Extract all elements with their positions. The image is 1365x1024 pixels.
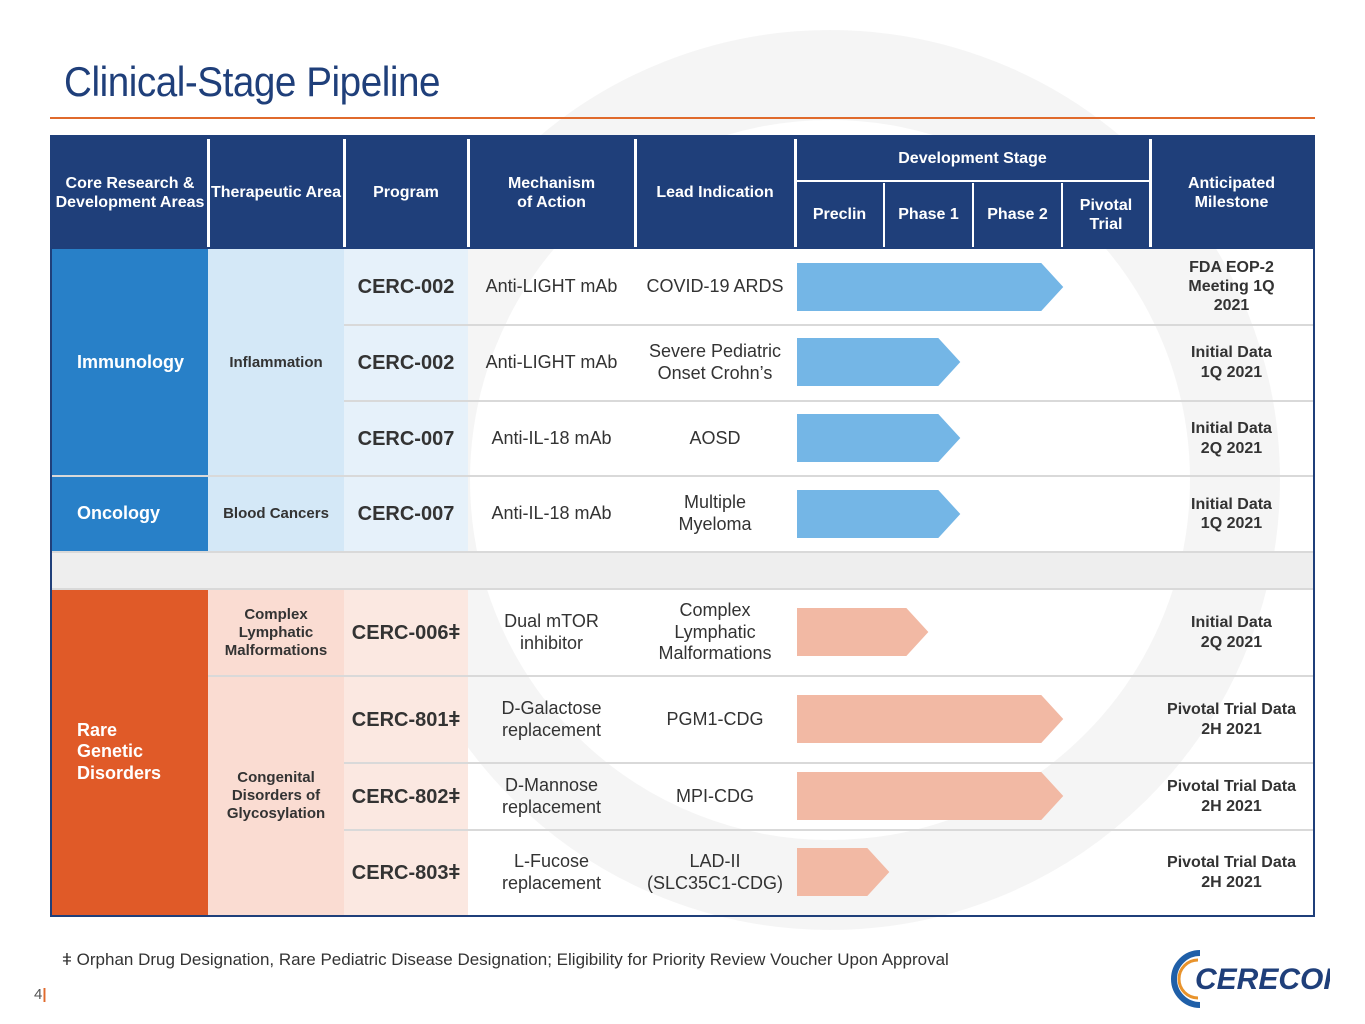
mechanism-cell: Anti-IL-18 mAb — [491, 503, 612, 524]
stage-progress-arrow — [797, 608, 929, 656]
mechanism-cell: D-Galactose replacement — [501, 697, 602, 740]
header-preclin: Preclin — [795, 181, 884, 249]
milestone-cell: Pivotal Trial Data 2H 2021 — [1167, 854, 1296, 891]
indication-cell: MPI-CDG — [676, 785, 754, 806]
header-divider — [634, 139, 637, 247]
header-divider — [1149, 139, 1152, 247]
row-divider — [344, 400, 1313, 402]
stage-progress-arrow — [797, 848, 890, 896]
program-column-peach — [344, 589, 468, 915]
header-divider — [883, 183, 885, 247]
program-cell: CERC-002 — [357, 351, 455, 374]
milestone-cell: Pivotal Trial Data 2H 2021 — [1167, 701, 1296, 738]
area-rare-genetic: Rare Genetic Disorders — [52, 589, 208, 915]
program-cell: CERC-007 — [357, 503, 455, 525]
mechanism-cell: Anti-LIGHT mAb — [485, 351, 618, 372]
mechanism-cell: D-Mannose replacement — [501, 774, 602, 817]
program-cell: CERC-006ǂ — [351, 621, 461, 644]
row-divider — [208, 675, 1313, 677]
row-divider — [52, 551, 1313, 553]
area-oncology: Oncology — [52, 476, 208, 552]
row-divider — [344, 324, 1313, 326]
therapeutic-inflammation: Inflammation — [208, 249, 344, 476]
program-cell: CERC-802ǂ — [351, 785, 461, 808]
milestone-cell: FDA EOP-2 Meeting 1Q 2021 — [1188, 258, 1275, 315]
header-divider — [794, 139, 797, 247]
page-number-value: 4 — [34, 986, 43, 1003]
stage-progress-arrow — [797, 338, 961, 386]
pipeline-table: Core Research & Development Areas Therap… — [50, 135, 1315, 917]
page-number-bar: | — [42, 986, 47, 1003]
indication-cell: LAD-II (SLC35C1-CDG) — [646, 850, 784, 893]
header-phase2: Phase 2 — [973, 181, 1062, 249]
stage-progress-arrow — [797, 695, 1064, 743]
mechanism-cell: Anti-IL-18 mAb — [491, 427, 612, 448]
header-lead-indication: Lead Indication — [635, 137, 795, 249]
header-mechanism: Mechanism of Action — [468, 137, 635, 249]
stage-progress-arrow — [797, 414, 961, 462]
logo-text: CERECOR — [1195, 963, 1330, 996]
milestone-cell: Initial Data 2Q 2021 — [1191, 614, 1272, 651]
indication-cell: Complex Lymphatic Malformations — [658, 600, 772, 664]
header-divider — [207, 139, 210, 247]
stage-progress-arrow — [797, 490, 961, 538]
title-underline — [50, 117, 1315, 119]
milestone-cell: Initial Data 1Q 2021 — [1191, 495, 1272, 532]
indication-cell: Severe Pediatric Onset Crohn’s — [648, 340, 782, 383]
page-number: 4| — [34, 986, 47, 1003]
header-divider — [1061, 183, 1063, 247]
header-core-areas: Core Research & Development Areas — [52, 137, 208, 249]
milestone-cell: Initial Data 2Q 2021 — [1191, 420, 1272, 457]
footnote: ǂ Orphan Drug Designation, Rare Pediatri… — [62, 950, 949, 969]
program-cell: CERC-007 — [357, 427, 455, 450]
header-development-stage: Development Stage — [795, 137, 1150, 181]
program-cell: CERC-002 — [357, 275, 455, 298]
program-cell: CERC-801ǂ — [351, 708, 461, 731]
indication-cell: COVID-19 ARDS — [646, 275, 784, 296]
header-program: Program — [344, 137, 468, 249]
therapeutic-blood-cancers: Blood Cancers — [208, 476, 344, 552]
milestone-cell: Pivotal Trial Data 2H 2021 — [1167, 778, 1296, 815]
header-divider — [795, 180, 1150, 182]
cerecor-logo: CERECOR — [1171, 950, 1330, 1008]
logo-arc-blue — [1171, 950, 1201, 1008]
header-therapeutic-area: Therapeutic Area — [208, 137, 344, 249]
row-divider — [52, 588, 1313, 590]
milestone-cell: Initial Data 1Q 2021 — [1191, 344, 1272, 381]
area-immunology: Immunology — [52, 249, 208, 476]
stage-progress-arrow — [797, 772, 1064, 820]
mechanism-cell: Dual mTOR inhibitor — [504, 610, 599, 653]
header-milestone: Anticipated Milestone — [1150, 137, 1313, 249]
logo-arc-orange — [1177, 958, 1199, 1000]
mechanism-cell: Anti-LIGHT mAb — [485, 275, 618, 296]
header-divider — [972, 183, 974, 247]
header-divider — [467, 139, 470, 247]
mechanism-cell: L-Fucose replacement — [501, 850, 602, 893]
row-divider — [52, 475, 1313, 477]
header-pivotal-trial: Pivotal Trial — [1062, 181, 1150, 249]
indication-cell: AOSD — [689, 427, 741, 448]
header-phase1: Phase 1 — [884, 181, 973, 249]
spacer-row — [52, 552, 1313, 589]
therapeutic-cdg: Congenital Disorders of Glycosylation — [208, 676, 344, 915]
indication-cell: PGM1-CDG — [666, 708, 764, 729]
program-cell: CERC-803ǂ — [351, 861, 461, 884]
therapeutic-clm: Complex Lymphatic Malformations — [208, 589, 344, 676]
stage-progress-arrow — [797, 263, 1064, 311]
indication-cell: Multiple Myeloma — [678, 492, 752, 534]
row-divider — [344, 829, 1313, 831]
header-divider — [343, 139, 346, 247]
page-title: Clinical-Stage Pipeline — [64, 58, 441, 105]
stage-arrows — [797, 263, 1064, 896]
row-divider — [344, 762, 1313, 764]
